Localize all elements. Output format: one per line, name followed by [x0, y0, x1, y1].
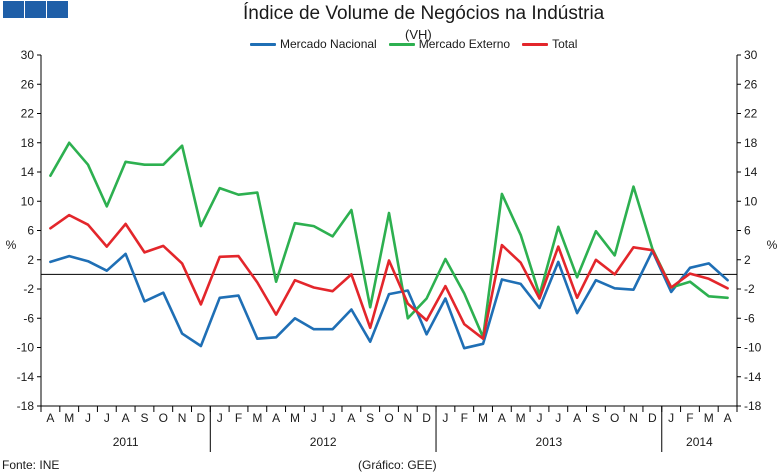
- y-tick-label-right: -18: [744, 399, 762, 413]
- y-tick-label-left: 26: [21, 77, 35, 91]
- y-tick-label-left: -6: [23, 311, 34, 325]
- brand-square: [25, 1, 46, 18]
- x-tick-label: S: [140, 411, 148, 425]
- legend-swatch-total: [522, 42, 549, 46]
- series-line-mercado-nacional: [49, 249, 729, 350]
- legend-label: Mercado Nacional: [280, 37, 377, 51]
- y-tick-label-left: 14: [21, 165, 35, 179]
- x-tick-label: A: [122, 411, 130, 425]
- y-tick-label-left: 30: [21, 48, 35, 62]
- x-tick-label: A: [46, 411, 54, 425]
- x-tick-label: D: [648, 411, 657, 425]
- x-tick-label: J: [330, 411, 336, 425]
- legend-item: Mercado Externo: [388, 37, 511, 51]
- x-tick-label: A: [272, 411, 280, 425]
- x-tick-label: S: [592, 411, 600, 425]
- x-tick-label: J: [555, 411, 561, 425]
- series-line-mercado-externo: [49, 141, 729, 339]
- x-tick-label: M: [704, 411, 714, 425]
- y-tick-label-right: 10: [744, 194, 758, 208]
- x-tick-label: N: [178, 411, 187, 425]
- legend-swatch-mercado-nacional: [250, 42, 276, 46]
- brand-square: [3, 1, 24, 18]
- x-tick-label: O: [384, 411, 393, 425]
- x-tick-label: D: [197, 411, 206, 425]
- y-tick-label-right: 6: [744, 224, 751, 238]
- x-tick-label: J: [104, 411, 110, 425]
- y-tick-label-left: -2: [23, 282, 34, 296]
- y-tick-label-left: -18: [17, 399, 35, 413]
- y-tick-label-right: 26: [744, 77, 758, 91]
- x-tick-label: A: [724, 411, 732, 425]
- year-label: 2014: [686, 435, 713, 449]
- legend: Mercado Nacional Mercado Externo Total: [250, 37, 577, 51]
- legend-item: Mercado Nacional: [250, 37, 377, 51]
- x-tick-label: F: [686, 411, 693, 425]
- year-label: 2012: [310, 435, 337, 449]
- y-tick-label-right: 18: [744, 136, 758, 150]
- source-note: Fonte: INE: [2, 458, 60, 472]
- x-tick-label: A: [347, 411, 355, 425]
- x-tick-label: F: [235, 411, 242, 425]
- x-tick-label: N: [403, 411, 412, 425]
- x-tick-label: F: [461, 411, 468, 425]
- y-tick-label-right: -2: [744, 282, 755, 296]
- y-tick-label-left: 6: [27, 224, 34, 238]
- x-tick-label: M: [290, 411, 300, 425]
- y-tick-label-right: 30: [744, 48, 758, 62]
- brand-square: [47, 1, 68, 18]
- chart-credit: (Gráfico: GEE): [358, 458, 437, 472]
- y-axis-title-left: %: [6, 238, 17, 252]
- y-tick-label-left: -14: [17, 370, 35, 384]
- y-tick-label-left: 18: [21, 136, 35, 150]
- x-tick-label: N: [629, 411, 638, 425]
- legend-label: Mercado Externo: [418, 37, 511, 51]
- y-tick-label-right: 22: [744, 107, 758, 121]
- x-tick-label: M: [64, 411, 74, 425]
- x-tick-label: J: [85, 411, 91, 425]
- x-tick-label: S: [366, 411, 374, 425]
- legend-label: Total: [552, 37, 578, 51]
- y-tick-label-right: -6: [744, 311, 755, 325]
- y-tick-label-right: -10: [744, 341, 762, 355]
- x-tick-label: M: [516, 411, 526, 425]
- chart-subtitle: (VH): [405, 27, 432, 42]
- y-axis-title-right: %: [767, 238, 778, 252]
- x-tick-label: A: [498, 411, 506, 425]
- y-tick-label-left: 22: [21, 107, 35, 121]
- series-line-total: [49, 213, 729, 341]
- y-tick-label-right: -14: [744, 370, 762, 384]
- legend-swatch-mercado-externo: [388, 42, 415, 46]
- x-tick-label: A: [573, 411, 581, 425]
- chart-title: Índice de Volume de Negócios na Indústri…: [243, 3, 605, 24]
- x-tick-label: D: [422, 411, 431, 425]
- x-tick-label: O: [159, 411, 168, 425]
- x-tick-label: J: [311, 411, 317, 425]
- y-tick-label-left: -10: [17, 341, 35, 355]
- x-tick-label: M: [252, 411, 262, 425]
- y-tick-label-left: 10: [21, 194, 35, 208]
- year-label: 2011: [113, 435, 139, 449]
- y-tick-label-right: 2: [744, 253, 751, 267]
- x-tick-label: J: [536, 411, 542, 425]
- legend-item: Total: [522, 37, 577, 51]
- x-tick-label: J: [668, 411, 674, 425]
- x-tick-label: J: [442, 411, 448, 425]
- x-tick-label: J: [217, 411, 223, 425]
- year-label: 2013: [536, 435, 563, 449]
- y-tick-label-right: 14: [744, 165, 758, 179]
- y-tick-label-left: 2: [27, 253, 34, 267]
- x-tick-label: M: [478, 411, 488, 425]
- x-tick-label: O: [610, 411, 619, 425]
